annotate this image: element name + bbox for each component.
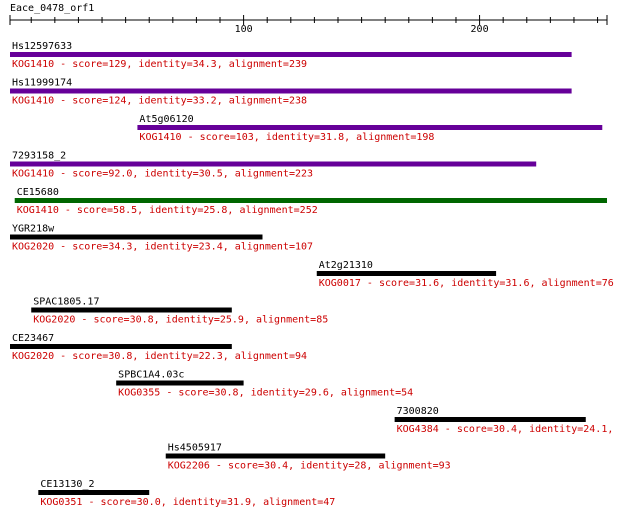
hit-name: SPAC1805.17 (33, 297, 99, 308)
hit-bar (10, 234, 263, 240)
hit-track: CE15680 KOG1410 - score=58.5, identity=25… (14, 187, 608, 216)
hit-track: At5g06120 KOG1410 - score=103, identity=3… (137, 114, 603, 143)
hit-bar (38, 490, 150, 495)
hit-name: 7293158_2 (12, 151, 66, 162)
hit-name: CE15680 (17, 187, 59, 198)
hit-description: KOG0355 - score=30.8, identity=29.6, ali… (118, 388, 413, 399)
hit-name: Hs11999174 (12, 78, 72, 89)
hit-description: KOG2206 - score=30.4, identity=28, align… (168, 461, 451, 472)
hit-description: KOG2020 - score=30.8, identity=25.9, ali… (33, 315, 328, 326)
hit-bar (10, 52, 572, 57)
hit-track: Hs11999174 KOG1410 - score=124, identity=… (10, 78, 572, 107)
hit-description: KOG1410 - score=124, identity=33.2, alig… (12, 96, 307, 107)
hit-track: CE13130_2 KOG0351 - score=30.0, identity=… (38, 479, 335, 508)
hit-track: Hs12597633 KOG1410 - score=129, identity=… (10, 41, 572, 70)
query-title: Eace_0478_orf1 (10, 3, 94, 14)
hit-bar (10, 344, 232, 349)
sequence-ruler: 100 200 (9, 15, 608, 35)
hit-bar (394, 417, 586, 422)
hit-track: SPAC1805.17 KOG2020 - score=30.8, identit… (31, 297, 328, 326)
hit-track: 7293158_2 KOG1410 - score=92.0, identity=… (10, 151, 537, 180)
hit-bar (31, 307, 232, 313)
hit-track: YGR218w KOG2020 - score=34.3, identity=23… (10, 224, 313, 253)
hit-name: At2g21310 (319, 260, 373, 271)
hit-bar (165, 453, 386, 459)
hit-description: KOG2020 - score=30.8, identity=22.3, ali… (12, 351, 307, 362)
hit-track: At2g21310 KOG0017 - score=31.6, identity=… (316, 260, 614, 289)
ruler-tick-label: 100 (235, 24, 253, 35)
hit-description: KOG0017 - score=31.6, identity=31.6, ali… (319, 278, 614, 289)
hit-bar (116, 380, 244, 386)
hit-tracks: Hs12597633 KOG1410 - score=129, identity=… (10, 41, 620, 508)
hit-description: KOG0351 - score=30.0, identity=31.9, ali… (40, 497, 335, 508)
hit-track: 7300820 KOG4384 - score=30.4, identity=24… (394, 406, 620, 435)
hit-description: KOG1410 - score=92.0, identity=30.5, ali… (12, 169, 313, 180)
hit-track: CE23467 KOG2020 - score=30.8, identity=22… (10, 333, 307, 362)
hit-name: 7300820 (397, 406, 439, 417)
hit-description: KOG4384 - score=30.4, identity=24.1, al (397, 424, 620, 435)
hit-name: CE13130_2 (40, 479, 94, 490)
hit-name: At5g06120 (139, 114, 193, 125)
hit-description: KOG1410 - score=129, identity=34.3, alig… (12, 59, 307, 70)
hit-bar (316, 271, 497, 276)
hit-name: YGR218w (12, 224, 55, 235)
hit-bar (137, 125, 603, 130)
hit-description: KOG1410 - score=103, identity=31.8, alig… (139, 132, 434, 143)
hit-name: Hs4505917 (168, 443, 222, 454)
ruler-tick-label: 200 (471, 24, 489, 35)
hit-name: SPBC1A4.03c (118, 370, 184, 381)
hit-description: KOG1410 - score=58.5, identity=25.8, ali… (17, 205, 318, 216)
hit-name: CE23467 (12, 333, 54, 344)
hit-track: Hs4505917 KOG2206 - score=30.4, identity=… (165, 443, 451, 472)
hit-bar (10, 161, 537, 167)
hit-bar (14, 198, 608, 203)
hit-name: Hs12597633 (12, 41, 72, 52)
hit-description: KOG2020 - score=34.3, identity=23.4, ali… (12, 242, 313, 253)
hit-bar (10, 88, 572, 94)
hit-track: SPBC1A4.03c KOG0355 - score=30.8, identit… (116, 370, 413, 399)
